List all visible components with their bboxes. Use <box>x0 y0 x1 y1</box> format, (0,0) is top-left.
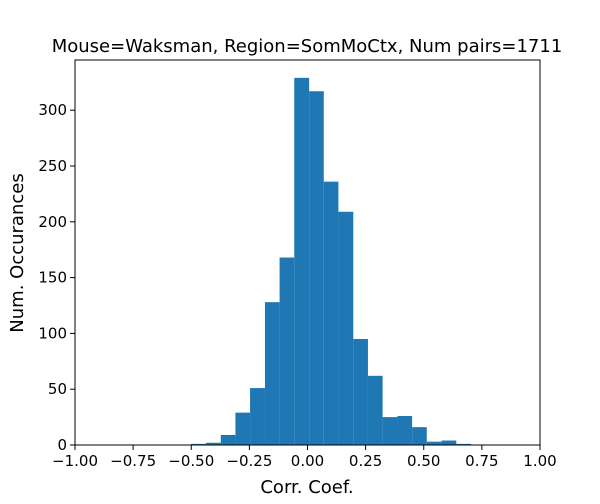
x-tick-label: 0.50 <box>407 452 440 470</box>
histogram-bar <box>205 442 221 445</box>
histogram-bar <box>279 257 295 445</box>
x-tick-label: −0.50 <box>168 452 214 470</box>
histogram-bar <box>367 375 383 445</box>
x-axis-ticks: −1.00 −0.75 −0.50 −0.25 0.00 0.25 0.50 0.75 1.00 <box>52 445 557 470</box>
x-axis-label: Corr. Coef. <box>260 477 353 498</box>
histogram-bar <box>426 441 442 445</box>
y-axis-ticks: 0 50 100 150 200 250 300 <box>38 101 75 454</box>
x-tick-label: 0.25 <box>349 452 382 470</box>
y-tick-label: 200 <box>38 213 67 231</box>
histogram-bar <box>309 91 324 446</box>
histogram-bar <box>264 302 280 445</box>
y-tick-label: 300 <box>38 101 67 119</box>
histogram-bar <box>338 211 354 445</box>
y-tick-label: 150 <box>38 269 67 287</box>
histogram-bar <box>382 417 398 445</box>
x-tick-label: −0.75 <box>110 452 156 470</box>
histogram-bar <box>323 181 339 445</box>
bars-group <box>191 77 471 446</box>
histogram-bar <box>220 434 236 445</box>
x-tick-label: −1.00 <box>52 452 98 470</box>
histogram-bar <box>191 443 206 445</box>
y-tick-label: 100 <box>38 324 67 342</box>
y-tick-label: 250 <box>38 157 67 175</box>
y-tick-label: 50 <box>48 380 67 398</box>
x-tick-label: 0.75 <box>465 452 498 470</box>
histogram-bar <box>441 440 457 445</box>
x-tick-label: −0.25 <box>226 452 272 470</box>
histogram-bar <box>353 338 368 445</box>
y-axis-label: Num. Occurances <box>7 173 28 332</box>
histogram-bar <box>235 412 251 445</box>
y-tick-label: 0 <box>57 436 67 454</box>
histogram-bar <box>456 443 471 445</box>
x-tick-label: 1.00 <box>523 452 556 470</box>
histogram-bar <box>250 388 265 445</box>
histogram-bar <box>412 427 427 445</box>
histogram-bar <box>397 415 413 445</box>
x-tick-label: 0.00 <box>291 452 324 470</box>
histogram-bar <box>294 77 310 445</box>
plot-frame <box>74 59 541 446</box>
chart-title: Mouse=Waksman, Region=SomMoCtx, Num pair… <box>52 36 563 57</box>
